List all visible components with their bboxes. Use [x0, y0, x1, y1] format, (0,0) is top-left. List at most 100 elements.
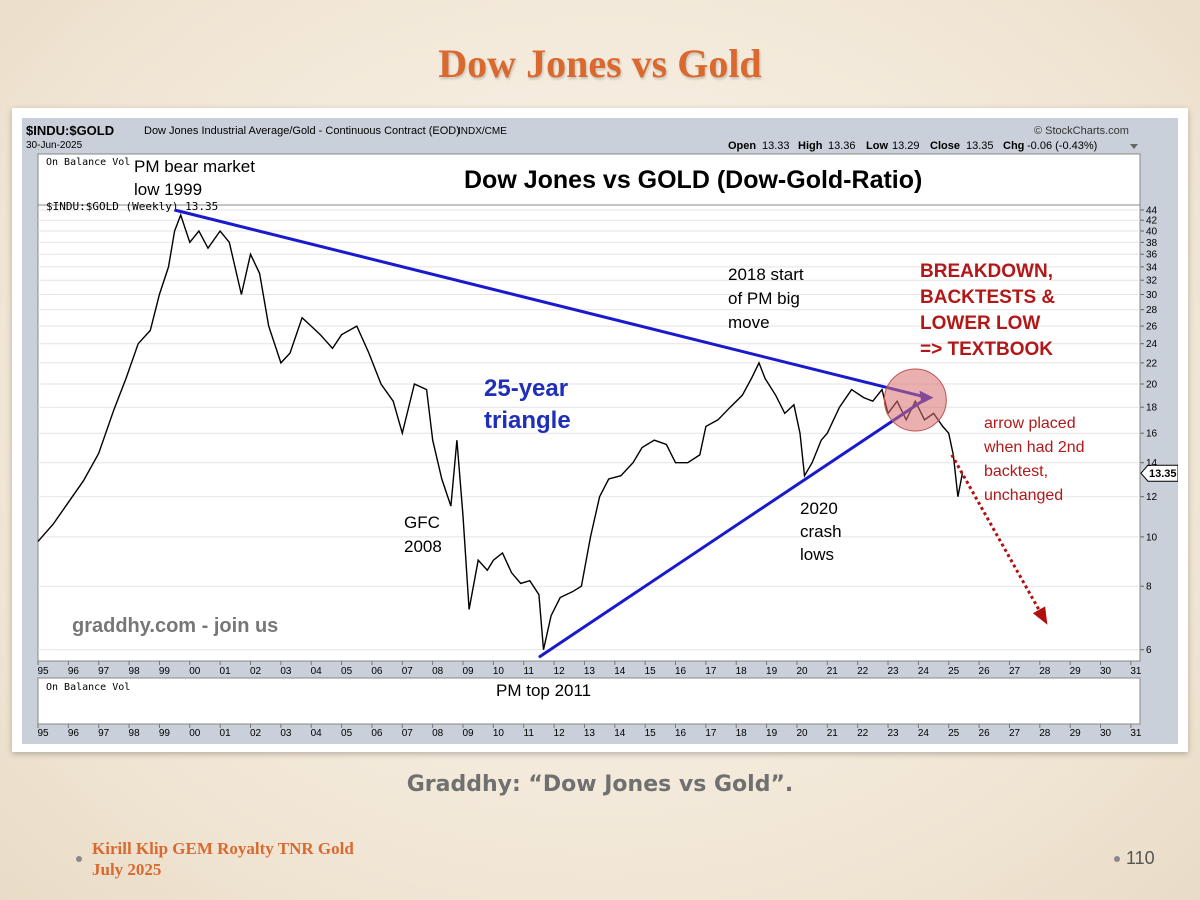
quote-open: 13.33	[762, 140, 790, 152]
quote-low: 13.29	[892, 140, 920, 152]
annotation-crash-2: crash	[800, 522, 842, 541]
footer-author: Kirill Klip GEM Royalty TNR Gold	[92, 839, 354, 858]
last-value-tag: 13.35	[1140, 464, 1178, 482]
x-tick-label: 09	[462, 666, 474, 677]
chart-description: Dow Jones Industrial Average/Gold - Cont…	[144, 125, 460, 137]
x-tick-label: 25	[948, 666, 960, 677]
y-tick-label: 42	[1146, 216, 1158, 227]
x-tick-label: 03	[280, 728, 292, 739]
top-panel-label: On Balance Vol	[46, 157, 130, 168]
annotation-breakdown-2: BACKTESTS &	[920, 287, 1055, 308]
quote-dropdown-icon[interactable]	[1130, 144, 1138, 149]
quote-line: Open 13.33 High 13.36 Low 13.29 Close 13…	[728, 140, 1097, 152]
x-tick-label: 96	[68, 666, 80, 677]
x-tick-label: 23	[887, 666, 899, 677]
y-tick-label: 28	[1146, 305, 1158, 316]
quote-open-label: Open	[728, 140, 756, 152]
annotation-crash-3: lows	[800, 545, 834, 564]
breakdown-highlight-circle	[883, 368, 947, 432]
projection-arrow-line	[950, 454, 1048, 623]
y-tick-label: 6	[1146, 645, 1152, 656]
bottom-panel	[37, 677, 1141, 725]
x-tick-label: 96	[68, 728, 80, 739]
slide-caption: Graddhy: “Dow Jones vs Gold”.	[406, 772, 794, 797]
x-tick-label: 07	[402, 728, 414, 739]
x-tick-label: 20	[796, 728, 808, 739]
dow-gold-chart: $INDU:$GOLD Dow Jones Industrial Average…	[26, 123, 1178, 739]
quote-close-label: Close	[930, 140, 960, 152]
x-tick-label: 97	[98, 728, 110, 739]
y-tick-label: 40	[1146, 227, 1158, 238]
y-tick-label: 14	[1146, 458, 1158, 469]
x-tick-label: 24	[918, 728, 930, 739]
page-number: 110	[1126, 848, 1155, 868]
annotation-bear-low-1: PM bear market	[134, 157, 255, 176]
x-tick-label: 19	[766, 666, 778, 677]
x-tick-label: 16	[675, 666, 687, 677]
page-bullet	[1114, 856, 1120, 862]
x-tick-label: 30	[1100, 666, 1112, 677]
x-tick-label: 00	[189, 666, 201, 677]
x-tick-label: 99	[159, 728, 171, 739]
x-tick-label: 31	[1130, 666, 1142, 677]
x-tick-label: 20	[796, 666, 808, 677]
x-tick-label: 13	[584, 728, 596, 739]
x-tick-label: 09	[462, 728, 474, 739]
x-tick-label: 21	[827, 728, 839, 739]
annotation-gfc-1: GFC	[404, 513, 440, 532]
upper-trendline	[174, 208, 928, 400]
x-tick-label: 29	[1070, 728, 1082, 739]
chart-title: Dow Jones vs GOLD (Dow-Gold-Ratio)	[464, 166, 922, 194]
quote-low-label: Low	[866, 140, 888, 152]
x-axis-bottom: 95 96 97 98 99 00 01 02 03 04 05 06 07 08 09 10 11 12 13 14…	[37, 724, 1142, 739]
x-tick-label: 24	[918, 666, 930, 677]
x-tick-label: 00	[189, 728, 201, 739]
slide-title: Dow Jones vs Gold	[438, 41, 762, 86]
x-tick-label: 07	[402, 666, 414, 677]
x-tick-label: 30	[1100, 728, 1112, 739]
chart-source: © StockCharts.com	[1034, 125, 1129, 137]
y-tick-label: 24	[1146, 339, 1158, 350]
annotation-arrow-3: backtest,	[984, 463, 1048, 480]
quote-chg: -0.06 (-0.43%)	[1027, 140, 1097, 152]
x-tick-label: 17	[705, 728, 717, 739]
x-tick-label: 28	[1039, 728, 1051, 739]
footer-text: Kirill Klip GEM Royalty TNR Gold July 20…	[92, 838, 354, 880]
annotation-gfc-2: 2008	[404, 537, 442, 556]
y-tick-label: 30	[1146, 290, 1158, 301]
y-tick-label: 34	[1146, 262, 1158, 273]
x-tick-label: 08	[432, 728, 444, 739]
x-tick-label: 27	[1009, 666, 1021, 677]
x-tick-label: 15	[645, 728, 657, 739]
x-tick-label: 98	[129, 666, 141, 677]
x-tick-label: 27	[1009, 728, 1021, 739]
y-tick-label: 10	[1146, 532, 1158, 543]
x-tick-label: 25	[948, 728, 960, 739]
annotation-pm-move-3: move	[728, 313, 770, 332]
y-tick-label: 18	[1146, 403, 1158, 414]
x-tick-label: 15	[645, 666, 657, 677]
annotation-pm-move-2: of PM big	[728, 289, 800, 308]
quote-close: 13.35	[966, 140, 994, 152]
x-tick-label: 04	[311, 666, 323, 677]
x-tick-label: 21	[827, 666, 839, 677]
annotation-crash-1: 2020	[800, 499, 838, 518]
x-axis-main: 95 96 97 98 99 00 01 02 03 04 05 06 07 08 09 10 11 12 13 14…	[37, 661, 1142, 677]
bottom-panel-label: On Balance Vol	[46, 682, 130, 693]
x-tick-label: 22	[857, 728, 869, 739]
y-tick-label: 32	[1146, 276, 1158, 287]
x-tick-label: 26	[979, 728, 991, 739]
footer-date: July 2025	[92, 860, 162, 879]
x-tick-label: 04	[311, 728, 323, 739]
x-tick-label: 17	[705, 666, 717, 677]
x-tick-label: 11	[524, 728, 535, 739]
annotation-triangle-2: triangle	[484, 407, 571, 434]
annotation-arrow-1: arrow placed	[984, 415, 1076, 432]
series-label: $INDU:$GOLD (Weekly) 13.35	[46, 200, 218, 213]
price-series-line	[37, 212, 964, 650]
x-tick-label: 98	[129, 728, 141, 739]
x-tick-label: 13	[584, 666, 596, 677]
x-tick-label: 12	[554, 666, 566, 677]
x-tick-label: 18	[736, 728, 748, 739]
